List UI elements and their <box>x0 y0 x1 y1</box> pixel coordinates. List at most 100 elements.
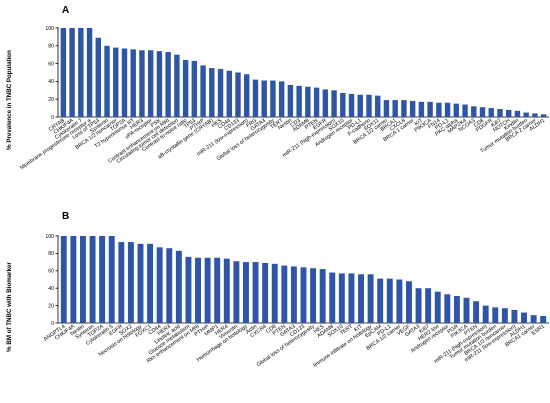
panel-b-category-label: PGR <box>447 324 460 336</box>
panel-a-bar <box>444 102 451 117</box>
panel-a-bar <box>540 114 547 117</box>
panel-b-bar <box>377 278 384 323</box>
panel-a-bar <box>462 104 468 117</box>
panel-a-bar <box>86 28 93 117</box>
panel-a-bar <box>235 72 241 117</box>
panel-a-bar <box>366 94 372 117</box>
panel-b-bar <box>540 316 547 323</box>
panel-b-bars <box>60 236 547 323</box>
panel-b-category-label: Ki67 <box>419 324 431 335</box>
panel-b-bar <box>530 315 537 323</box>
panel-b-bar <box>175 250 182 323</box>
panel-b-bar <box>396 279 403 323</box>
panel-a-bar <box>244 74 250 117</box>
panel-b-bar <box>243 262 249 323</box>
panel-a-bar <box>130 49 136 117</box>
panel-a-category-label: FRG <box>245 118 258 129</box>
panel-b-y-axis-label: % BM of TNBC with Biomarker <box>6 262 13 352</box>
panel-a-y-tick-label: 80 <box>48 44 54 50</box>
panel-b-bar <box>290 266 297 323</box>
panel-b-category-label: HES <box>313 323 326 335</box>
panel-b-y-tick-label: 100 <box>45 234 54 240</box>
panel-a-bar <box>322 89 329 117</box>
panel-a-bar <box>95 37 101 117</box>
panel-a-bar <box>340 92 346 117</box>
panel-b-bar <box>223 258 230 323</box>
panel-a-category-label: HES <box>211 117 224 129</box>
panel-a-bar <box>523 112 529 117</box>
panel-a-bar <box>165 52 171 117</box>
panel-b-bar <box>492 307 499 323</box>
panel-a-bar <box>532 113 538 117</box>
panel-a-bar <box>78 28 84 117</box>
panel-a-y-tick-label: 0 <box>51 115 54 121</box>
panel-b-chart: B % BM of TNBC with Biomarker 0 20 40 60 80 1… <box>6 211 549 369</box>
panel-b-bar <box>271 263 278 323</box>
panel-b-bar <box>89 236 96 323</box>
panel-a-bars <box>60 28 547 117</box>
panel-b-bar <box>434 291 441 323</box>
panel-a-bar <box>287 84 294 117</box>
panel-b-bar <box>444 294 451 323</box>
panel-a-y-tick-label: 40 <box>48 79 54 85</box>
panel-b-bar <box>195 257 201 323</box>
panel-b-bar <box>127 242 134 323</box>
panel-b-bar <box>348 273 355 323</box>
panel-b-bar <box>281 265 288 323</box>
panel-b-bar <box>406 281 412 323</box>
panel-a-bar <box>375 95 381 117</box>
panel-a-bar <box>182 60 189 117</box>
panel-a-bar <box>296 85 302 117</box>
panel-b-letter: B <box>62 211 69 222</box>
panel-a-bar <box>174 54 180 117</box>
panel-b-bar <box>252 262 259 323</box>
panel-a-bar <box>121 48 128 117</box>
panel-a-bar <box>392 100 398 117</box>
panel-a-bar <box>226 70 232 117</box>
panel-b-bar <box>473 301 480 323</box>
panel-a-bar <box>113 47 119 117</box>
panel-a-bar <box>217 68 224 117</box>
panel-a-bar <box>514 110 521 117</box>
panel-a-y-tick-label: 100 <box>45 26 54 32</box>
panel-a-bar <box>313 87 320 117</box>
panel-a-bar <box>418 101 425 117</box>
panel-a-category-label: CD3 <box>289 118 301 129</box>
panel-a-bar <box>209 68 215 117</box>
panel-b-bar <box>521 312 527 323</box>
panel-b-bar <box>108 236 115 323</box>
panel-a-bar <box>139 50 145 117</box>
panel-a-bar <box>270 80 276 117</box>
panel-a-bar <box>357 94 363 117</box>
panel-a-bar <box>488 108 494 117</box>
panel-b-y-tick-label: 20 <box>48 303 54 309</box>
panel-b-bar <box>156 247 163 323</box>
panel-b-category-label: Actin <box>245 324 258 336</box>
panel-b-category-labels: ANGPTL4CHKIF4ANestinSynteninTOP2ACytoker… <box>43 323 546 369</box>
panel-a-y-tick-label: 20 <box>48 97 54 103</box>
panel-b-bar <box>137 243 144 323</box>
panel-a-bar <box>479 107 486 117</box>
panel-b-bar <box>319 269 326 323</box>
panel-b-bar <box>425 288 432 323</box>
panel-b-bar <box>501 308 508 323</box>
panel-b-bar <box>99 236 106 323</box>
panel-b-category-label: KIT <box>353 323 364 333</box>
panel-b-bar <box>147 243 154 323</box>
panel-a-category-label: CD8 <box>473 118 485 129</box>
panel-b-y-tick-label: 0 <box>51 321 54 327</box>
panel-a-bar <box>261 80 267 117</box>
panel-a-bar <box>156 51 163 117</box>
panel-a-bar <box>147 50 154 117</box>
panel-b-bar <box>358 274 364 323</box>
panel-b-category-label: CD8 <box>265 324 277 335</box>
panel-a-bar <box>471 106 477 117</box>
panel-a-letter: A <box>62 5 69 16</box>
panel-b-bar <box>262 262 269 323</box>
panel-b-bar <box>511 309 518 323</box>
panel-a-chart: A % Prevalence in TNBC Population 0 20 40 6… <box>6 5 549 171</box>
panel-a-y-axis-label: % Prevalence in TNBC Population <box>6 50 13 150</box>
panel-b-bar <box>453 296 460 323</box>
